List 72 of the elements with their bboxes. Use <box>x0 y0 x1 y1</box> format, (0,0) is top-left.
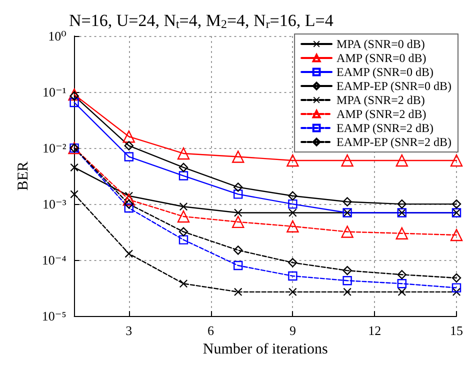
y-tick-label: 10⁻¹ <box>42 84 66 100</box>
point <box>288 258 298 268</box>
point <box>124 152 134 162</box>
point <box>396 227 408 240</box>
x-tick-label: 6 <box>208 323 215 338</box>
legend-label: EAMP (SNR=0 dB) <box>336 65 434 79</box>
point <box>450 154 463 167</box>
legend-label: MPA (SNR=0 dB) <box>336 37 425 51</box>
point <box>179 280 188 288</box>
point <box>232 150 244 163</box>
point <box>70 163 78 172</box>
point <box>179 202 188 211</box>
point <box>452 273 462 283</box>
point <box>342 266 352 276</box>
point <box>343 288 352 296</box>
y-tick-label: 10⁻² <box>42 140 66 156</box>
point <box>122 130 135 143</box>
point <box>288 191 298 200</box>
point <box>288 271 298 281</box>
legend-label: MPA (SNR=2 dB) <box>336 93 425 107</box>
y-tick-label: 10⁰ <box>48 28 66 44</box>
point <box>450 228 463 242</box>
point <box>178 162 188 172</box>
point <box>233 190 243 199</box>
y-tick-label: 10⁻³ <box>42 196 66 212</box>
point <box>288 288 297 296</box>
legend-label: EAMP-EP (SNR=2 dB) <box>336 135 452 149</box>
point <box>178 171 188 180</box>
point <box>342 197 352 206</box>
point <box>234 288 242 296</box>
point <box>68 88 80 101</box>
point <box>341 154 354 167</box>
point <box>177 147 190 160</box>
point <box>286 154 299 167</box>
point <box>233 182 243 192</box>
point <box>234 208 242 217</box>
point <box>124 203 134 213</box>
point <box>232 216 244 228</box>
point <box>288 199 298 209</box>
point <box>177 210 190 223</box>
point <box>397 279 406 288</box>
point <box>124 250 133 258</box>
x-tick-label: 9 <box>289 323 296 338</box>
point <box>233 246 243 255</box>
point <box>341 226 354 238</box>
legend-label: AMP (SNR=0 dB) <box>336 51 426 65</box>
x-tick-label: 3 <box>126 323 132 338</box>
point <box>396 154 408 167</box>
point <box>70 98 79 108</box>
point <box>397 199 406 209</box>
point <box>342 276 352 286</box>
point <box>70 190 78 198</box>
legend-label: EAMP-EP (SNR=0 dB) <box>336 79 452 93</box>
point <box>397 270 406 280</box>
x-tick-label: 15 <box>450 323 463 338</box>
point <box>288 208 297 217</box>
y-tick-label: 10⁻⁵ <box>42 308 66 324</box>
legend-label: EAMP (SNR=2 dB) <box>336 121 434 135</box>
point <box>286 220 299 232</box>
point <box>124 141 134 150</box>
point <box>452 283 462 292</box>
point <box>122 194 135 206</box>
point <box>178 227 188 236</box>
legend-label: AMP (SNR=2 dB) <box>336 107 426 121</box>
point <box>233 260 243 270</box>
x-tick-label: 12 <box>368 323 382 338</box>
y-tick-label: 10⁻⁴ <box>42 252 67 268</box>
point <box>178 235 188 244</box>
point <box>398 288 406 296</box>
x-axis-title: Number of iterations <box>202 342 328 358</box>
y-axis-title: BER <box>16 161 32 191</box>
point <box>452 199 462 209</box>
